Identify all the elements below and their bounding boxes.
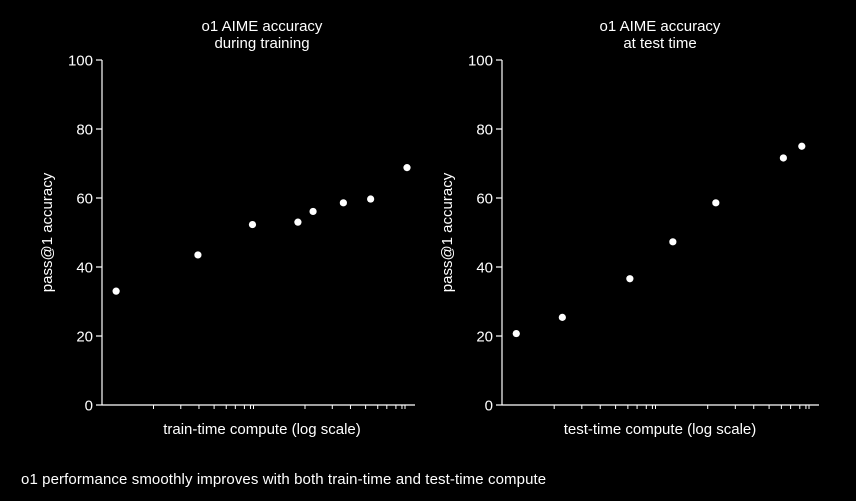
chart2-data-point xyxy=(512,329,520,338)
chart2-title-line: o1 AIME accuracy xyxy=(600,18,721,35)
chart2-y-tick-label: 60 xyxy=(476,191,493,208)
chart2-title-line: at test time xyxy=(623,35,696,52)
chart2-y-tick-label: 100 xyxy=(468,53,493,70)
chart2-data-point xyxy=(712,199,720,207)
chart2-y-axis-label: pass@1 accuracy xyxy=(439,172,456,292)
chart2-data-point xyxy=(798,142,806,150)
chart2-y-tick-label: 40 xyxy=(476,260,493,277)
chart2-x-axis-label: test-time compute (log scale) xyxy=(564,421,757,438)
chart2-y-tick-label: 80 xyxy=(476,122,493,139)
chart2-data-point xyxy=(669,238,677,246)
chart1-title-line: during training xyxy=(214,35,309,52)
chart1-y-axis-label: pass@1 accuracy xyxy=(39,172,56,292)
chart2-y-tick-label: 0 xyxy=(485,398,493,415)
chart1-data-point xyxy=(339,199,347,207)
chart2-data-point xyxy=(779,154,787,162)
chart1-title-line: o1 AIME accuracy xyxy=(202,18,323,35)
chart1-y-tick-label: 40 xyxy=(76,260,93,277)
chart1-data-point xyxy=(248,220,257,229)
chart1-data-point xyxy=(309,207,317,216)
chart1-x-axis-label: train-time compute (log scale) xyxy=(163,421,361,438)
chart1-data-point xyxy=(112,287,120,295)
chart1-y-tick-label: 0 xyxy=(85,398,93,415)
chart1-y-tick-label: 100 xyxy=(68,53,93,70)
chart2-y-tick-label: 20 xyxy=(476,329,493,346)
chart1-data-point xyxy=(194,251,202,259)
chart1-y-tick-label: 80 xyxy=(76,122,93,139)
chart1-y-tick-label: 20 xyxy=(76,329,93,346)
chart1-y-tick-label: 60 xyxy=(76,191,93,208)
chart1-data-point xyxy=(367,195,375,203)
figure: o1 AIME accuracy during training 0 20 40 60 80… xyxy=(39,18,819,438)
chart1-data-point xyxy=(294,218,302,226)
chart2-data-point xyxy=(626,275,634,283)
figure-caption: o1 performance smoothly improves with bo… xyxy=(21,471,547,488)
chart1-data-point xyxy=(403,164,411,172)
chart2-data-point xyxy=(558,313,566,321)
